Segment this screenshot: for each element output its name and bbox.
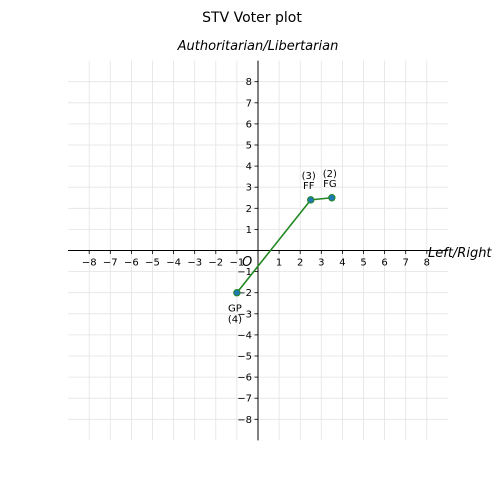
tick-labels: −8 −8 −7 −7 −6 −6 −5 −5 −4 −4 −3 −3 −2 −2 −1−1 1 1 2 2 3 3 4 4… bbox=[82, 77, 430, 426]
x-tick-label: 5 bbox=[360, 258, 366, 269]
origin-label: O bbox=[242, 255, 252, 270]
point-label: GP bbox=[228, 304, 242, 315]
x-tick-label: 8 bbox=[424, 258, 430, 269]
chart-subtitle: Authoritarian/Libertarian bbox=[177, 39, 339, 54]
y-tick-label: −3 bbox=[237, 309, 252, 320]
x-tick-label: −8 bbox=[82, 258, 97, 269]
y-tick-label: 3 bbox=[246, 183, 252, 194]
x-tick-label: 6 bbox=[381, 258, 387, 269]
x-tick-label: −3 bbox=[187, 258, 202, 269]
y-tick-label: −5 bbox=[237, 352, 252, 363]
y-tick-label: 6 bbox=[246, 119, 252, 130]
point-label: (3) bbox=[302, 171, 316, 182]
x-tick-label: 4 bbox=[339, 258, 345, 269]
x-tick-label: −4 bbox=[166, 258, 181, 269]
y-tick-label: 4 bbox=[246, 162, 252, 173]
point-labels: GP(4) (3)FF (2)FG bbox=[228, 169, 337, 326]
point-label: (2) bbox=[323, 169, 337, 180]
y-tick-label: −4 bbox=[237, 330, 252, 341]
y-tick-label: 1 bbox=[246, 225, 252, 236]
x-tick-label: 7 bbox=[403, 258, 409, 269]
x-tick-label: −5 bbox=[145, 258, 160, 269]
point-label: FG bbox=[323, 179, 337, 190]
y-tick-label: 5 bbox=[246, 141, 252, 152]
y-tick-label: 2 bbox=[246, 204, 252, 215]
y-tick-label: −8 bbox=[237, 415, 252, 426]
x-tick-label: 2 bbox=[297, 258, 303, 269]
data-point bbox=[328, 194, 336, 202]
x-tick-label: −1 bbox=[230, 258, 245, 269]
y-tick-label: −6 bbox=[237, 373, 252, 384]
x-tick-label: −6 bbox=[124, 258, 139, 269]
x-axis-label: Left/Right bbox=[428, 246, 492, 261]
axes bbox=[68, 60, 448, 441]
x-tick-label: 1 bbox=[276, 258, 282, 269]
x-tick-label: −7 bbox=[103, 258, 118, 269]
y-tick-label: 7 bbox=[246, 98, 252, 109]
data-point bbox=[233, 289, 241, 297]
point-label: (4) bbox=[228, 315, 242, 326]
series bbox=[233, 194, 336, 297]
y-tick-label: −7 bbox=[237, 394, 252, 405]
y-tick-label: −2 bbox=[237, 288, 252, 299]
y-tick-label: −1 bbox=[237, 267, 252, 278]
chart-title: STV Voter plot bbox=[202, 10, 302, 26]
x-tick-label: 3 bbox=[318, 258, 324, 269]
data-point bbox=[307, 196, 315, 204]
point-label: FF bbox=[303, 181, 315, 192]
x-tick-label: −2 bbox=[208, 258, 223, 269]
y-tick-label: 8 bbox=[246, 77, 252, 88]
